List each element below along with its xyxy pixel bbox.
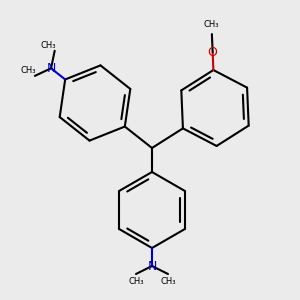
Text: CH₃: CH₃ [204,20,219,28]
Text: CH₃: CH₃ [41,41,56,50]
Text: N: N [147,260,157,272]
Text: CH₃: CH₃ [21,66,36,75]
Text: O: O [208,46,218,59]
Text: CH₃: CH₃ [128,278,144,286]
Text: CH₃: CH₃ [160,278,176,286]
Text: N: N [46,62,56,75]
